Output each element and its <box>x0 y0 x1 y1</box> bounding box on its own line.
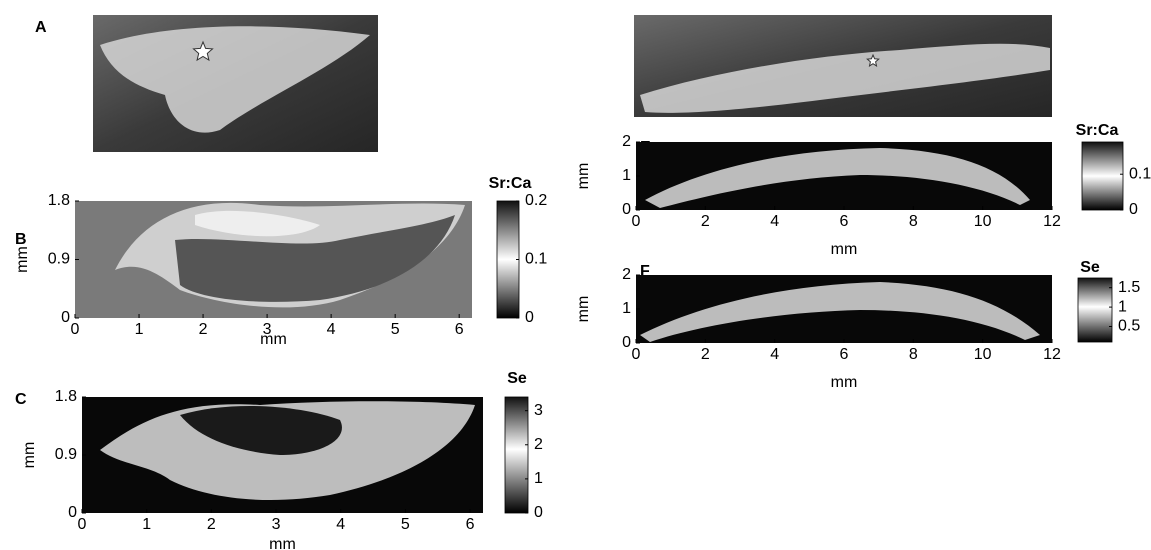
colorbar-tick-label: 0.1 <box>525 251 547 268</box>
colorbar-tick-label: 1 <box>534 470 543 487</box>
x-tick-label: 0 <box>632 346 641 363</box>
colorbar-tick-label: 0.2 <box>525 192 547 209</box>
y-tick-label: 1 <box>622 300 631 317</box>
colorbar-tick-label: 2 <box>534 436 543 453</box>
y-tick-label: 2 <box>622 133 631 150</box>
x-tick-label: 4 <box>327 321 336 338</box>
x-tick-label: 4 <box>336 516 345 533</box>
colorbar-tick-label: 3 <box>534 402 543 419</box>
x-tick-label: 5 <box>391 321 400 338</box>
colorbar <box>1082 142 1123 210</box>
colorbar <box>497 201 519 318</box>
x-axis-label: mm <box>831 241 858 258</box>
y-tick-label: 0 <box>61 309 70 326</box>
y-tick-label: 0 <box>68 504 77 521</box>
x-tick-label: 6 <box>840 346 849 363</box>
x-tick-label: 6 <box>840 213 849 230</box>
colorbar-tick-label: 0.5 <box>1118 318 1140 335</box>
colorbar-tick-label: 1.5 <box>1118 279 1140 296</box>
x-tick-label: 2 <box>701 213 710 230</box>
x-tick-label: 8 <box>909 346 918 363</box>
y-tick-label: 0 <box>622 201 631 218</box>
y-tick-label: 2 <box>622 266 631 283</box>
y-axis-label: mm <box>14 246 31 273</box>
colorbar-tick-label: 0 <box>525 309 534 326</box>
panel-label: C <box>15 391 27 408</box>
colorbar-tick-label: 0.1 <box>1129 165 1151 182</box>
x-axis-label: mm <box>260 331 287 348</box>
colorbar-title: Se <box>1080 259 1100 276</box>
colorbar-tick-label: 1 <box>1118 298 1127 315</box>
x-tick-label: 10 <box>974 346 992 363</box>
y-axis-label: mm <box>21 442 38 469</box>
colorbar-title: Se <box>507 370 527 387</box>
colorbar-title: Sr:Ca <box>489 175 532 192</box>
y-axis-label: mm <box>575 163 592 190</box>
colorbar-tick-label: 0 <box>1129 201 1138 218</box>
panel-label: B <box>15 231 27 248</box>
figure: AB012345600.91.8mmmmSr:Ca00.10.2C0123456… <box>0 0 1151 550</box>
x-tick-label: 8 <box>909 213 918 230</box>
x-tick-label: 2 <box>701 346 710 363</box>
x-tick-label: 12 <box>1043 346 1061 363</box>
panel-label: A <box>35 19 47 36</box>
x-tick-label: 1 <box>135 321 144 338</box>
colorbar <box>1078 278 1112 342</box>
x-tick-label: 4 <box>770 346 779 363</box>
x-tick-label: 4 <box>770 213 779 230</box>
y-tick-label: 1 <box>622 167 631 184</box>
x-tick-label: 2 <box>199 321 208 338</box>
x-tick-label: 0 <box>71 321 80 338</box>
colorbar-tick-label: 0 <box>534 504 543 521</box>
y-tick-label: 1.8 <box>48 192 70 209</box>
y-tick-label: 1.8 <box>55 388 77 405</box>
colorbar-title: Sr:Ca <box>1076 122 1119 139</box>
y-tick-label: 0.9 <box>48 251 70 268</box>
x-axis-label: mm <box>831 374 858 391</box>
x-tick-label: 0 <box>78 516 87 533</box>
y-axis-label: mm <box>575 296 592 323</box>
x-tick-label: 2 <box>207 516 216 533</box>
x-tick-label: 0 <box>632 213 641 230</box>
x-tick-label: 1 <box>142 516 151 533</box>
x-tick-label: 10 <box>974 213 992 230</box>
x-tick-label: 5 <box>401 516 410 533</box>
x-tick-label: 3 <box>272 516 281 533</box>
x-tick-label: 12 <box>1043 213 1061 230</box>
y-tick-label: 0.9 <box>55 446 77 463</box>
x-tick-label: 6 <box>466 516 475 533</box>
colorbar <box>505 397 528 513</box>
x-axis-label: mm <box>269 536 296 550</box>
x-tick-label: 6 <box>455 321 464 338</box>
y-tick-label: 0 <box>622 334 631 351</box>
